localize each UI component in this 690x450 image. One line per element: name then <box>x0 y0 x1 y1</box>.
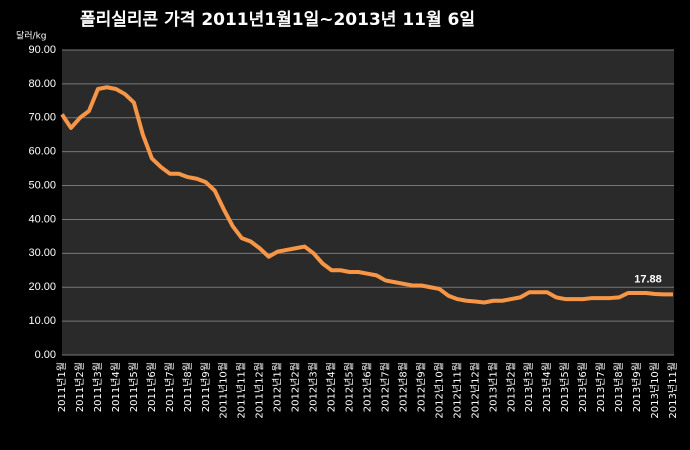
y-axis-label: 달러/kg <box>16 30 47 42</box>
y-tick-label: 0.00 <box>35 349 56 361</box>
y-tick-label: 40.00 <box>28 213 56 225</box>
x-tick-label: 2013년3월 <box>523 362 535 412</box>
x-tick-label: 2013년10월 <box>649 362 661 419</box>
y-tick-label: 50.00 <box>28 179 56 191</box>
x-tick-label: 2013년11월 <box>667 362 679 419</box>
x-tick-label: 2013년9월 <box>631 362 643 412</box>
plot-area <box>62 50 674 355</box>
x-tick-label: 2011년12월 <box>254 362 266 419</box>
x-tick-label: 2013년8월 <box>613 362 625 412</box>
x-tick-label: 2012년3월 <box>308 362 320 412</box>
x-tick-label: 2012년9월 <box>415 362 427 412</box>
y-tick-label: 20.00 <box>28 281 56 293</box>
x-tick-label: 2011년2월 <box>74 362 86 412</box>
y-tick-label: 30.00 <box>28 247 56 259</box>
x-tick-label: 2011년6월 <box>146 362 158 412</box>
y-tick-label: 90.00 <box>28 44 56 56</box>
x-tick-label: 2011년1월 <box>56 362 68 412</box>
x-tick-label: 2011년10월 <box>218 362 230 419</box>
x-tick-label: 2012년8월 <box>397 362 409 412</box>
data-label: 17.88 <box>634 273 662 285</box>
x-tick-label: 2012년1월 <box>272 362 284 412</box>
y-tick-label: 70.00 <box>28 112 56 124</box>
x-tick-label: 2013년2월 <box>505 362 517 412</box>
x-tick-label: 2012년12월 <box>469 362 481 419</box>
line <box>60 85 674 305</box>
x-tick-label: 2011년4월 <box>110 362 122 412</box>
x-tick-label: 2013년1월 <box>487 362 499 412</box>
x-tick-label: 2011년7월 <box>164 362 176 412</box>
chart-title: 폴리실리콘 가격 2011년1월1일~2013년 11월 6일 <box>80 10 475 30</box>
x-tick-label: 2012년6월 <box>362 362 374 412</box>
x-tick-label: 2013년6월 <box>577 362 589 412</box>
y-tick-label: 10.00 <box>28 315 56 327</box>
x-tick-label: 2012년10월 <box>433 362 445 419</box>
x-tick-label: 2012년11월 <box>451 362 463 419</box>
x-tick-label: 2012년5월 <box>344 362 356 412</box>
x-tick-label: 2013년4월 <box>541 362 553 412</box>
x-tick-label: 2011년8월 <box>182 362 194 412</box>
x-tick-label: 2012년4월 <box>326 362 338 412</box>
x-tick-label: 2011년5월 <box>128 362 140 412</box>
x-tick-label: 2012년7월 <box>379 362 391 412</box>
x-tick-label: 2013년5월 <box>559 362 571 412</box>
x-tick-label: 2011년11월 <box>236 362 248 419</box>
x-tick-label: 2011년9월 <box>200 362 212 412</box>
y-tick-label: 60.00 <box>28 146 56 158</box>
x-tick-label: 2013년7월 <box>595 362 607 412</box>
x-tick-label: 2011년3월 <box>92 362 104 412</box>
x-tick-label: 2012년2월 <box>290 362 302 412</box>
y-tick-label: 80.00 <box>28 78 56 90</box>
